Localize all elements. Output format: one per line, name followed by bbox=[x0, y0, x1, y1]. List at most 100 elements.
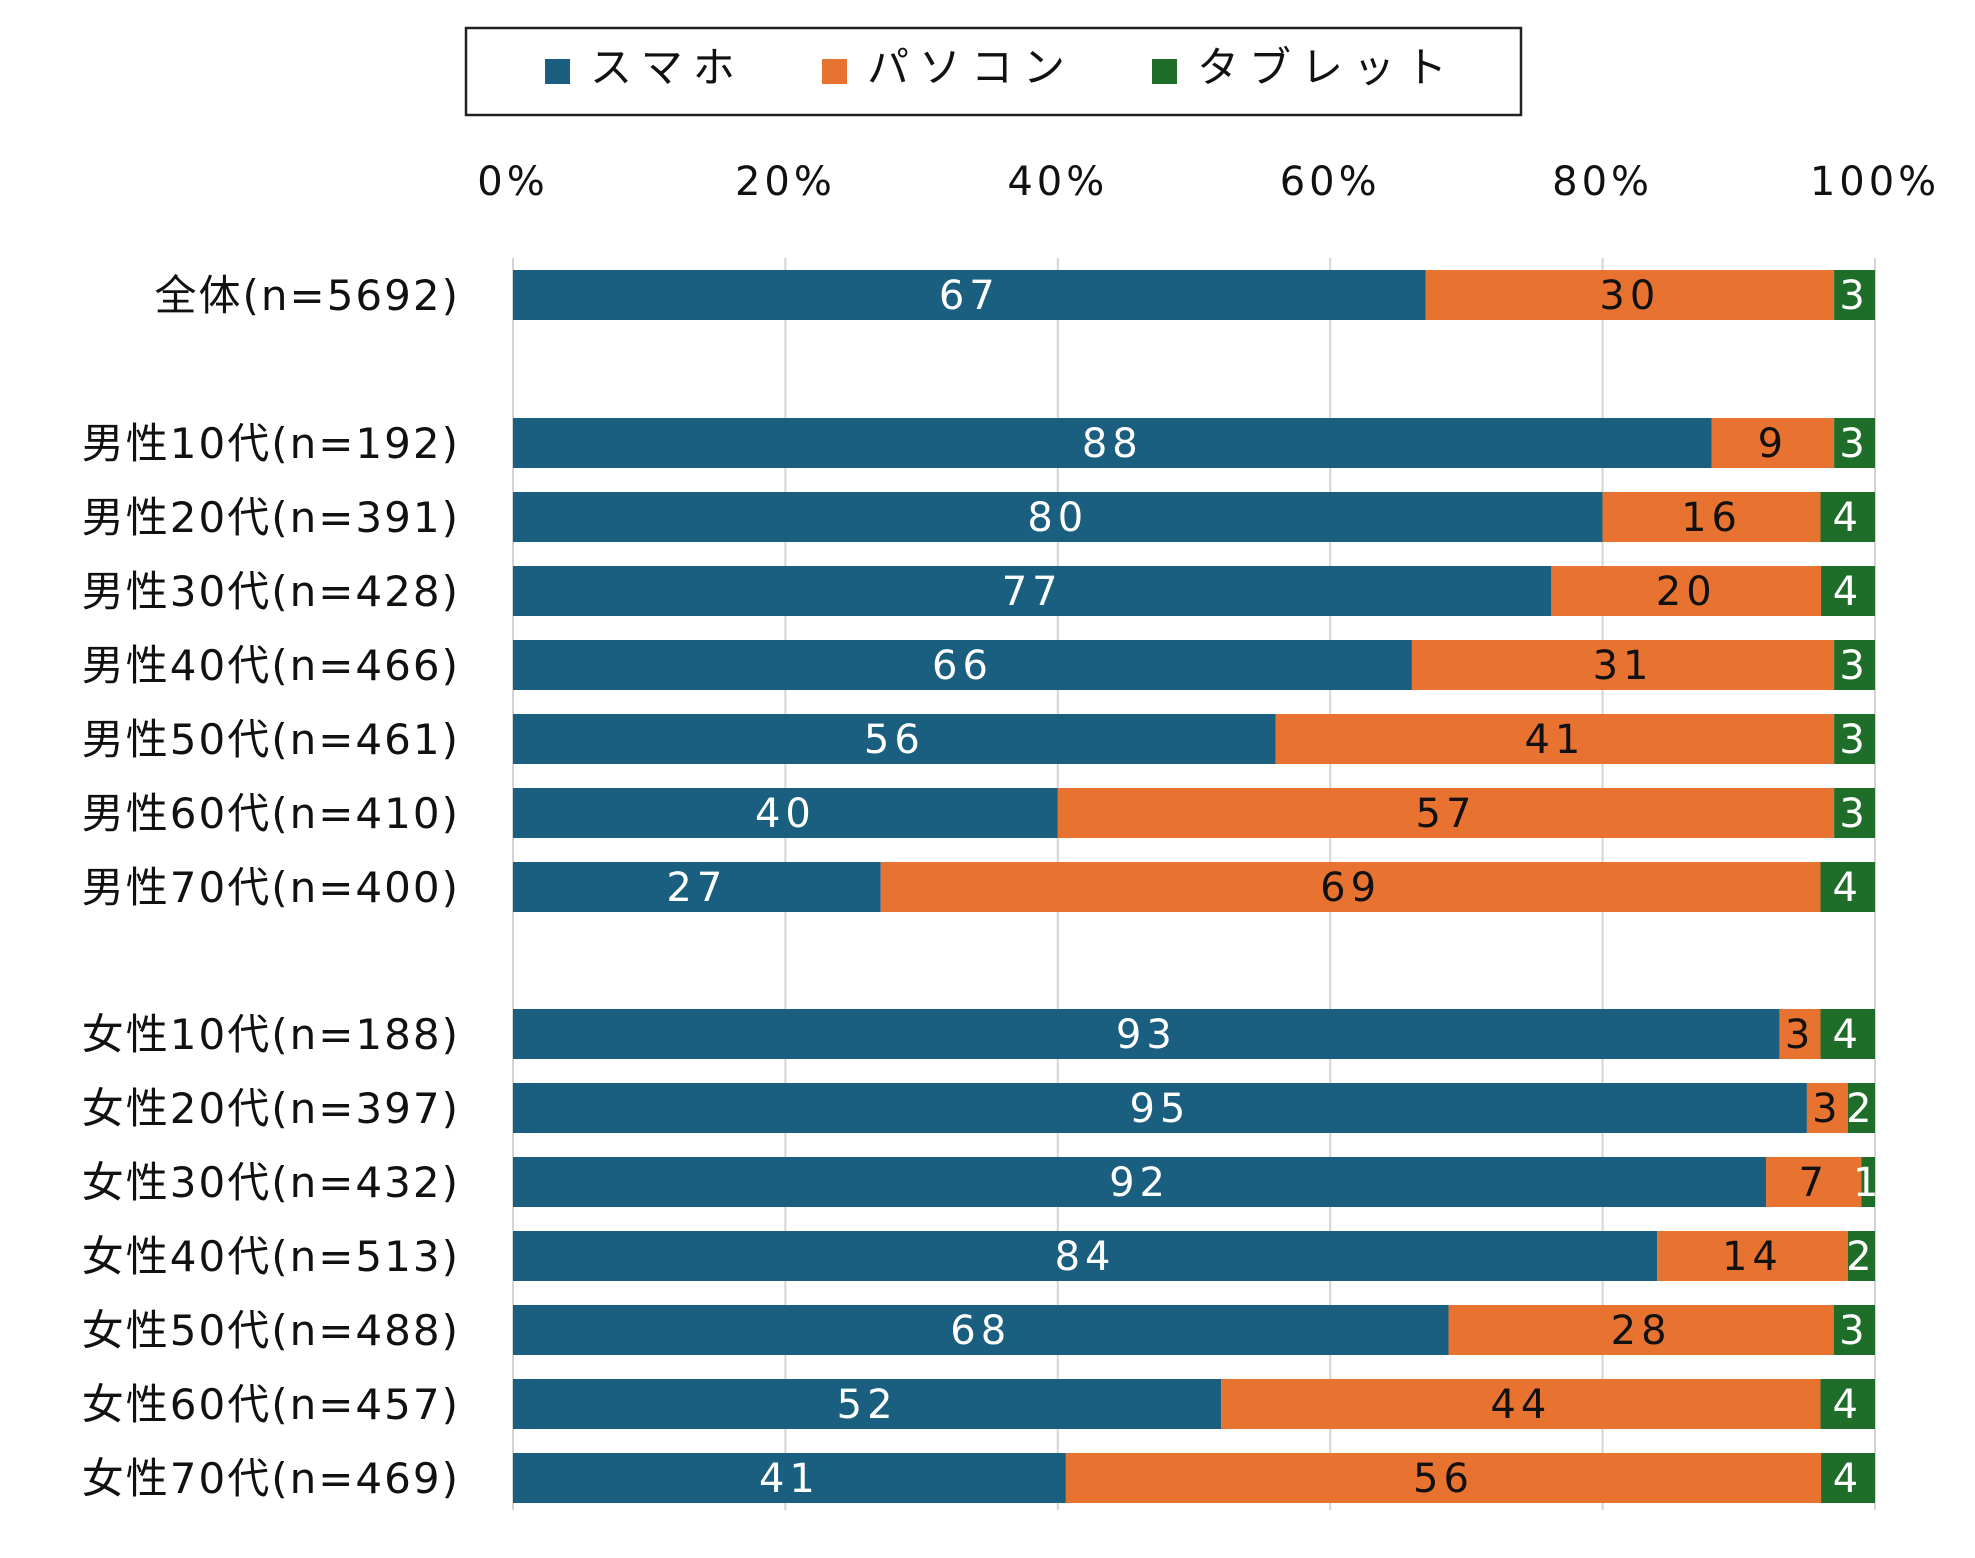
data-label-8-0: 93 bbox=[1116, 1012, 1177, 1058]
legend-label-1: パソコン bbox=[867, 43, 1075, 92]
bar-segment-2-1 bbox=[1602, 492, 1821, 542]
data-label-4-2: 3 bbox=[1839, 643, 1869, 689]
bar-segment-4-1 bbox=[1411, 640, 1835, 690]
category-label-3: 男性30代(n=428) bbox=[82, 567, 460, 616]
data-label-1-1: 9 bbox=[1758, 421, 1788, 467]
legend-swatch-0 bbox=[545, 59, 570, 84]
data-label-9-1: 3 bbox=[1812, 1086, 1842, 1132]
data-label-7-1: 69 bbox=[1320, 865, 1381, 911]
bar-segment-13-2 bbox=[1820, 1379, 1875, 1429]
data-label-6-0: 40 bbox=[755, 791, 816, 837]
data-label-12-1: 28 bbox=[1611, 1308, 1672, 1354]
bar-segment-10-1 bbox=[1766, 1157, 1862, 1207]
data-label-1-2: 3 bbox=[1839, 421, 1869, 467]
data-label-11-0: 84 bbox=[1055, 1234, 1116, 1280]
bar-segment-0-0 bbox=[513, 270, 1426, 320]
bar-segment-8-0 bbox=[513, 1009, 1780, 1059]
bar-segment-14-1 bbox=[1065, 1453, 1822, 1503]
category-label-13: 女性60代(n=457) bbox=[82, 1380, 460, 1429]
bar-segment-13-1 bbox=[1221, 1379, 1821, 1429]
x-tick-label-5: 100% bbox=[1810, 159, 1940, 205]
data-label-1-0: 88 bbox=[1082, 421, 1143, 467]
x-tick-label-2: 40% bbox=[1007, 159, 1108, 205]
legend-label-2: タブレット bbox=[1197, 43, 1457, 92]
category-label-12: 女性50代(n=488) bbox=[82, 1306, 460, 1355]
category-label-10: 女性30代(n=432) bbox=[82, 1158, 460, 1207]
category-labels: 全体(n=5692) 男性10代(n=192) 男性20代(n=391) 男性30代(… bbox=[82, 271, 460, 1503]
category-label-8: 女性10代(n=188) bbox=[82, 1010, 460, 1059]
legend: スマホ パソコン タブレット bbox=[464, 26, 1523, 117]
bar-segment-2-0 bbox=[513, 492, 1603, 542]
data-label-3-2: 4 bbox=[1833, 569, 1863, 615]
category-label-11: 女性40代(n=513) bbox=[82, 1232, 460, 1281]
bar-segment-3-2 bbox=[1821, 566, 1875, 616]
data-label-9-2: 2 bbox=[1846, 1086, 1876, 1132]
bar-segment-8-1 bbox=[1779, 1009, 1821, 1059]
bar-segment-4-2 bbox=[1834, 640, 1875, 690]
category-label-6: 男性60代(n=410) bbox=[82, 789, 460, 838]
data-label-10-1: 7 bbox=[1798, 1160, 1828, 1206]
bar-segment-5-0 bbox=[513, 714, 1276, 764]
data-label-3-0: 77 bbox=[1002, 569, 1063, 615]
category-label-4: 男性40代(n=466) bbox=[82, 641, 460, 690]
data-label-9-0: 95 bbox=[1129, 1086, 1190, 1132]
category-label-5: 男性50代(n=461) bbox=[82, 715, 460, 764]
bar-segment-1-1 bbox=[1711, 418, 1835, 468]
data-labels: 67 30 388 9 380 16 477 20 466 31 356 41 340 57 327 69 49… bbox=[666, 273, 1883, 1502]
bar-segment-1-0 bbox=[513, 418, 1712, 468]
legend-label-0: スマホ bbox=[590, 43, 745, 92]
category-label-2: 男性20代(n=391) bbox=[82, 493, 460, 542]
bar-segment-1-2 bbox=[1834, 418, 1875, 468]
data-label-8-1: 3 bbox=[1785, 1012, 1815, 1058]
category-label-9: 女性20代(n=397) bbox=[82, 1084, 460, 1133]
bar-segment-9-0 bbox=[513, 1083, 1807, 1133]
data-label-11-2: 2 bbox=[1846, 1234, 1876, 1280]
bar-segment-11-2 bbox=[1847, 1231, 1875, 1281]
bar-segment-5-1 bbox=[1275, 714, 1835, 764]
data-label-12-2: 3 bbox=[1839, 1308, 1869, 1354]
data-label-5-0: 56 bbox=[864, 717, 925, 763]
legend-box bbox=[464, 26, 1523, 117]
data-label-0-1: 30 bbox=[1599, 273, 1660, 319]
bar-segment-2-2 bbox=[1820, 492, 1875, 542]
data-label-6-1: 57 bbox=[1416, 791, 1477, 837]
bar-segment-14-0 bbox=[513, 1453, 1066, 1503]
data-label-14-1: 56 bbox=[1413, 1456, 1474, 1502]
x-tick-label-3: 60% bbox=[1280, 159, 1381, 205]
bar-segment-7-1 bbox=[880, 862, 1821, 912]
bar-segment-11-1 bbox=[1657, 1231, 1848, 1281]
bar-segment-10-2 bbox=[1861, 1157, 1875, 1207]
x-tick-label-0: 0% bbox=[477, 159, 548, 205]
x-axis-ticks: 0% 20% 40% 60% 80% 100% bbox=[477, 159, 1940, 205]
data-label-13-1: 44 bbox=[1490, 1382, 1551, 1428]
data-label-11-1: 14 bbox=[1722, 1234, 1783, 1280]
data-label-0-0: 67 bbox=[939, 273, 1000, 319]
data-label-3-1: 20 bbox=[1656, 569, 1717, 615]
data-label-10-2: 1 bbox=[1853, 1160, 1883, 1206]
data-label-13-0: 52 bbox=[837, 1382, 898, 1428]
bar-segment-14-2 bbox=[1821, 1453, 1875, 1503]
bar-segment-9-2 bbox=[1847, 1083, 1875, 1133]
bars bbox=[513, 270, 1875, 1503]
bar-segment-6-1 bbox=[1057, 788, 1835, 838]
data-label-5-2: 3 bbox=[1839, 717, 1869, 763]
bar-segment-6-0 bbox=[513, 788, 1058, 838]
bar-segment-0-1 bbox=[1425, 270, 1835, 320]
data-label-7-2: 4 bbox=[1833, 865, 1863, 911]
bar-segment-13-0 bbox=[513, 1379, 1222, 1429]
bar-segment-12-1 bbox=[1448, 1305, 1834, 1355]
data-label-2-1: 16 bbox=[1681, 495, 1742, 541]
bar-segment-12-2 bbox=[1833, 1305, 1875, 1355]
bar-segment-9-1 bbox=[1806, 1083, 1848, 1133]
data-label-6-2: 3 bbox=[1839, 791, 1869, 837]
data-label-2-0: 80 bbox=[1027, 495, 1088, 541]
category-label-7: 男性70代(n=400) bbox=[82, 863, 460, 912]
x-tick-label-1: 20% bbox=[735, 159, 836, 205]
data-label-4-1: 31 bbox=[1593, 643, 1654, 689]
bar-segment-3-1 bbox=[1551, 566, 1822, 616]
bar-segment-6-2 bbox=[1834, 788, 1875, 838]
data-label-14-0: 41 bbox=[759, 1456, 820, 1502]
bar-segment-0-2 bbox=[1834, 270, 1875, 320]
bar-segment-3-0 bbox=[513, 566, 1552, 616]
